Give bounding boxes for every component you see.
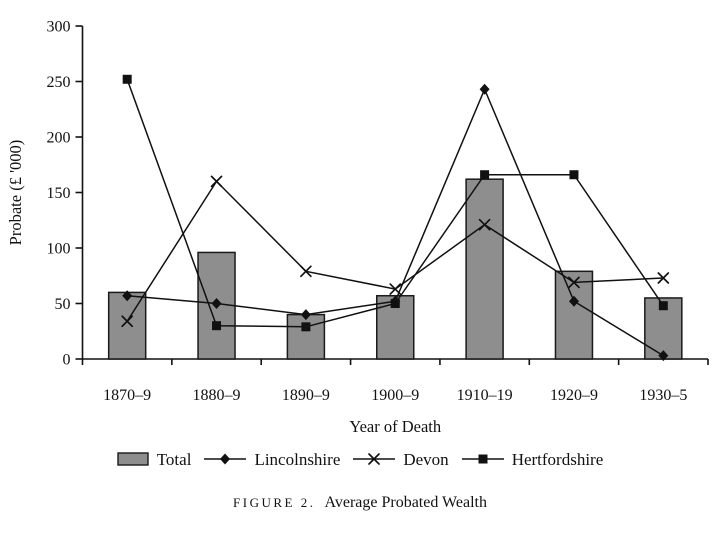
x-tick-label: 1870–9 [103,387,151,404]
square-marker [122,74,132,84]
diamond-marker [300,309,311,321]
x-marker [657,272,670,284]
legend-item-lincolnshire: Lincolnshire [204,451,340,468]
y-tick-label: 300 [47,19,71,36]
hertfordshire-series [122,74,668,332]
devon-series [121,175,670,328]
x-tick-label: 1880–9 [193,387,241,404]
probate-chart: 0 50 100 150 200 250 300 1870–9 1880–9 1890–9 1900… [6,19,709,436]
x-tick-label: 1900–9 [371,387,419,404]
x-marker [478,218,491,231]
square-marker [480,170,490,180]
figure-title: Average Probated Wealth [324,494,487,511]
total-bar [107,291,147,360]
x-marker [121,315,134,328]
diamond-marker [122,290,133,302]
diamond-marker [568,295,579,307]
legend-item-total: Total [117,449,192,469]
x-marker [368,453,381,465]
y-tick-label: 0 [63,352,71,369]
diamond-marker [479,83,490,95]
y-axis-title: Probate (£ '000) [6,140,25,246]
chart-legend: Total Lincolnshire Devon Hertfordshire [0,446,720,472]
square-marker [658,301,668,311]
figure-label: FIGURE 2. [233,495,316,510]
square-marker [569,170,579,180]
x-marker [389,283,402,295]
y-tick-label: 150 [47,185,71,202]
legend-label: Devon [403,449,449,469]
y-tick-label: 100 [47,241,71,258]
legend-label: Hertfordshire [511,449,604,469]
legend-bar-swatch [117,452,149,466]
y-tick-label: 200 [47,130,71,147]
total-bar [286,313,326,360]
legend-item-hertfordshire: Hertfordshire [461,449,604,469]
legend-square-glyph [461,454,504,464]
y-axis: 0 50 100 150 200 250 300 [47,19,84,369]
x-tick-label: 1920–9 [550,387,598,404]
legend-label: Lincolnshire [254,449,341,469]
total-bar [554,270,594,360]
legend-diamond-glyph [204,453,247,465]
diamond-marker [658,350,669,362]
x-tick-label: 1930–5 [639,387,687,404]
square-marker [301,322,311,332]
x-marker [568,276,580,289]
diamond-marker [211,298,222,309]
x-marker [300,265,312,278]
diamond-marker [220,453,231,465]
y-tick-label: 250 [47,74,71,91]
square-marker [212,321,222,331]
square-marker [390,299,400,308]
legend-x-glyph [353,453,396,465]
x-tick-label: 1890–9 [282,387,330,404]
x-axis-title: Year of Death [349,417,442,436]
figure-caption: FIGURE 2. Average Probated Wealth [0,494,720,512]
square-marker [478,454,488,464]
x-axis: 1870–9 1880–9 1890–9 1900–9 1910–19 1920–9 193… [81,358,709,404]
y-tick-label: 50 [55,296,71,313]
legend-label: Total [156,449,192,469]
legend-item-devon: Devon [353,449,449,469]
x-tick-label: 1910–19 [457,387,513,404]
total-bar [465,178,504,360]
x-marker [210,175,223,188]
